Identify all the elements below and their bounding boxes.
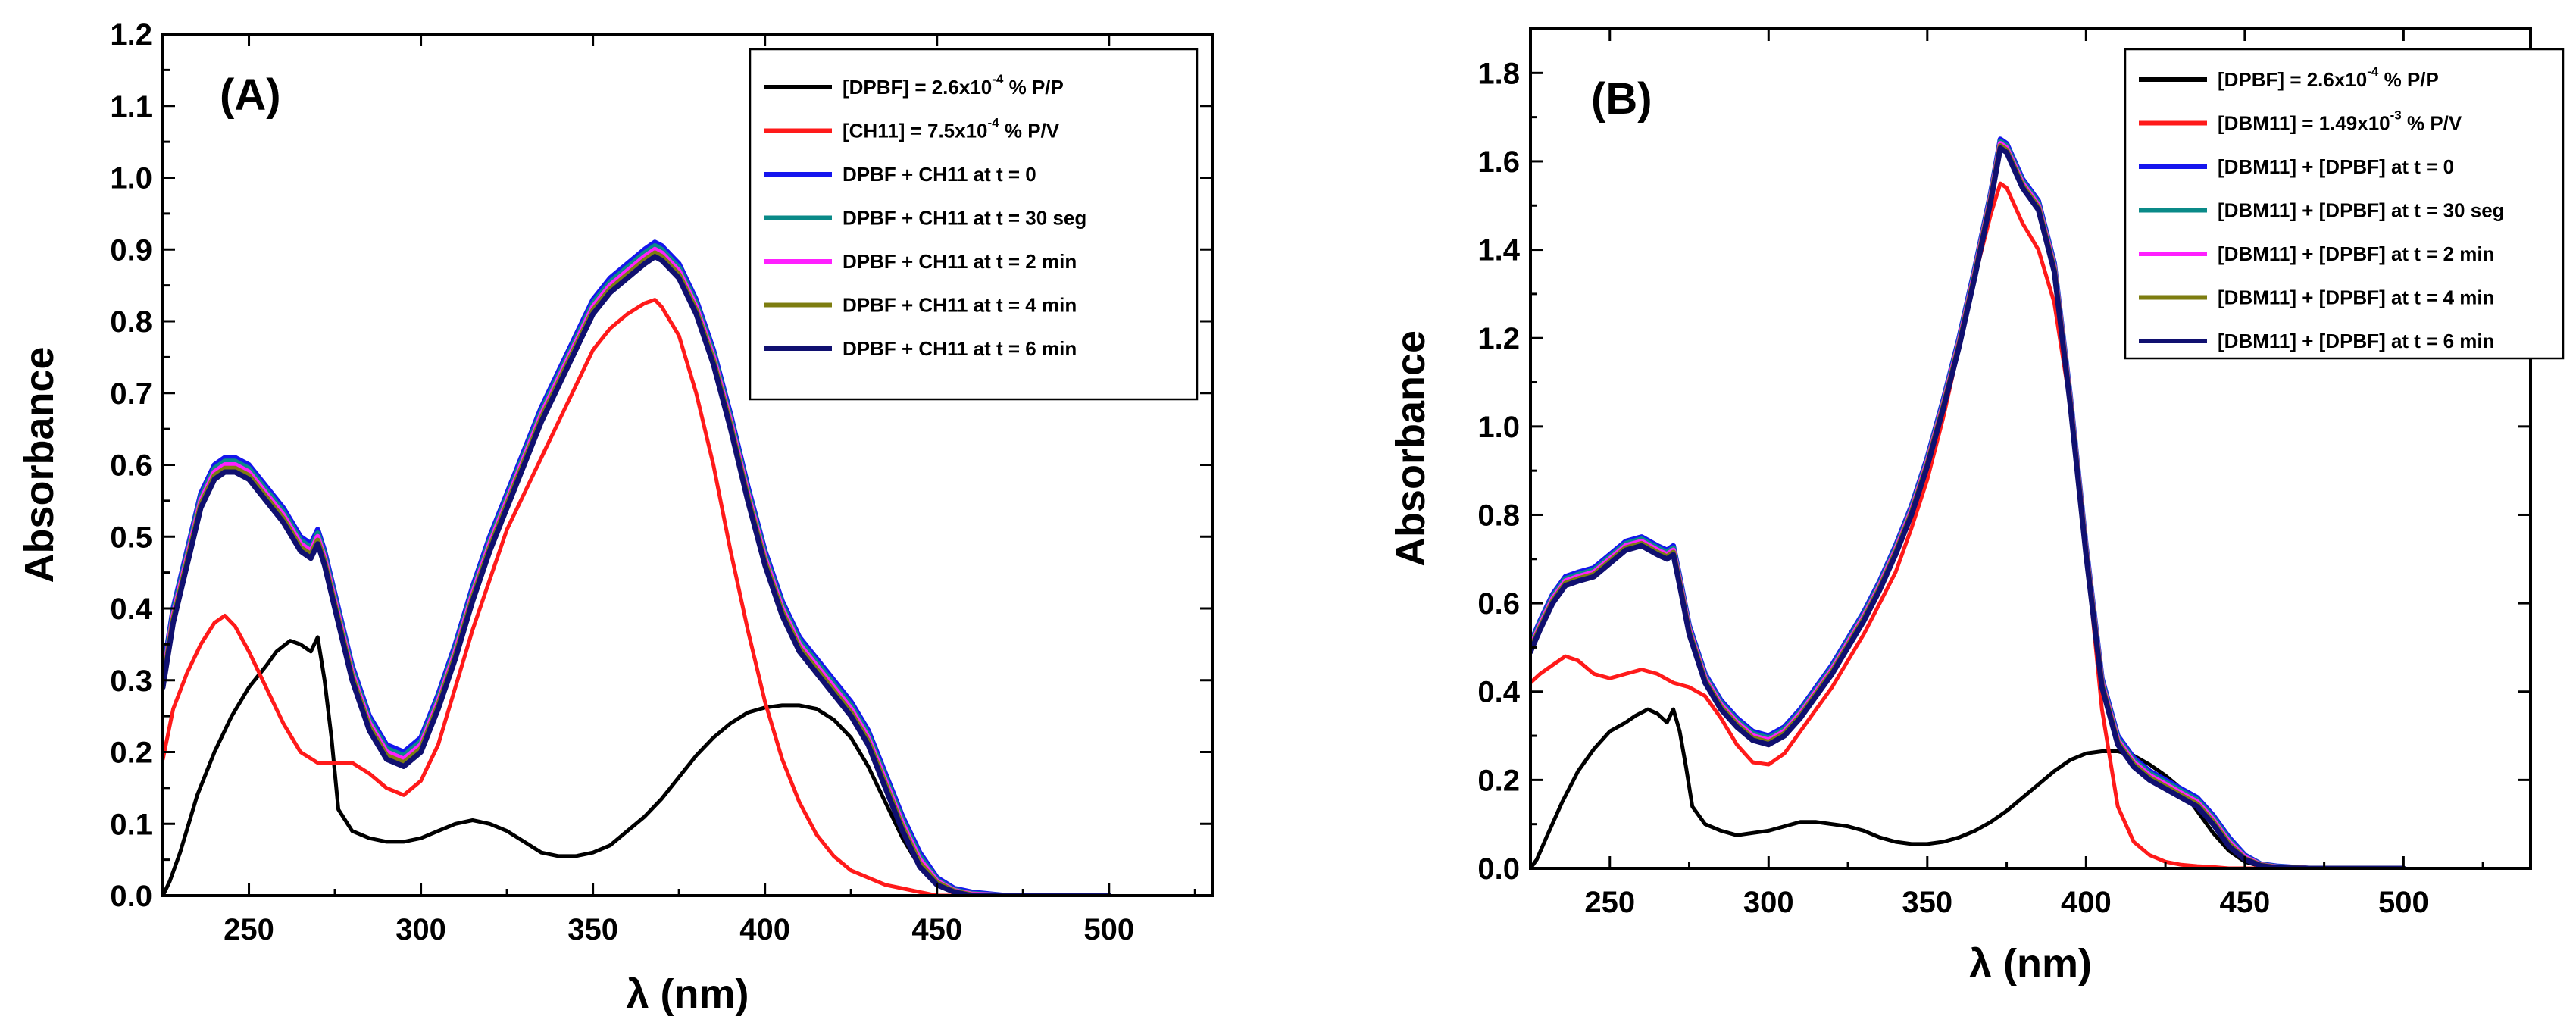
series-line-2 [163, 298, 1111, 896]
y-tick-label: 0.8 [1477, 499, 1520, 532]
legend-label: [DBM11] = 1.49x10-3 % P/V [2218, 108, 2462, 135]
x-tick-label: 500 [2378, 886, 2429, 919]
x-tick-label: 350 [1902, 886, 1952, 919]
y-tick-label: 1.8 [1477, 57, 1520, 90]
series-line-7 [163, 254, 1112, 896]
series-group [163, 239, 1112, 896]
y-tick-label: 0.0 [1477, 852, 1520, 886]
x-tick-label: 450 [2219, 886, 2270, 919]
y-tick-label: 0.1 [110, 808, 152, 841]
y-tick-label: 1.1 [110, 90, 152, 124]
y-tick-label: 0.6 [110, 449, 152, 483]
y-tick-label: 1.6 [1477, 145, 1520, 179]
x-tick-label: 400 [739, 913, 790, 946]
y-tick-label: 0.5 [110, 521, 152, 554]
legend-label: [DPBF] = 2.6x10-4 % P/P [2218, 64, 2439, 91]
legend-box [749, 48, 1199, 401]
y-tick-label: 0.3 [110, 665, 152, 698]
legend-label: [DBM11] + [DPBF] at t = 2 min [2218, 242, 2495, 265]
y-tick-label: 1.2 [1477, 322, 1520, 355]
legend-label: [DPBF] = 2.6x10-4 % P/P [843, 72, 1064, 99]
panel-label: (A) [220, 70, 281, 120]
legend-box [2124, 48, 2565, 360]
series-group [1530, 136, 2406, 868]
x-tick-label: 250 [224, 913, 274, 946]
y-tick-label: 0.0 [110, 880, 152, 913]
y-tick-label: 1.2 [110, 18, 152, 52]
x-tick-label: 450 [911, 913, 962, 946]
legend-label: DPBF + CH11 at t = 30 seg [843, 207, 1086, 230]
legend-label: [DBM11] + [DPBF] at t = 0 [2218, 155, 2454, 178]
legend-label: [CH11] = 7.5x10-4 % P/V [843, 116, 1060, 142]
plot-frame [1529, 27, 2532, 870]
panel-a-chart: 250 300 350 400 450 500 0.0 0.1 0.2 0.3 0.4 0.5 0.6 0… [17, 18, 1214, 1017]
panel-label: (B) [1591, 74, 1652, 124]
y-tick-label: 1.0 [1477, 411, 1520, 444]
y-axis-title: Absorbance [17, 346, 62, 583]
y-tick-label: 0.7 [110, 377, 152, 411]
series-line-7 [1530, 145, 2406, 868]
y-tick-label: 1.0 [110, 162, 152, 195]
x-tick-label: 250 [1584, 886, 1635, 919]
y-tick-label: 0.4 [110, 593, 152, 626]
legend-label: DPBF + CH11 at t = 2 min [843, 250, 1077, 273]
legend-label: DPBF + CH11 at t = 6 min [843, 337, 1077, 360]
x-tick-label: 300 [1743, 886, 1794, 919]
series-line-1 [1530, 707, 2406, 868]
y-tick-label: 0.2 [1477, 764, 1520, 797]
series-line-2 [1530, 181, 2406, 868]
x-axis-title: λ (nm) [627, 971, 749, 1017]
y-axis-title: Absorbance [1388, 330, 1433, 567]
x-tick-label: 300 [395, 913, 446, 946]
legend: [DPBF] = 2.6x10-4 % P/P [CH11] = 7.5x10-4… [749, 48, 1199, 401]
x-axis-title: λ (nm) [1969, 941, 2092, 987]
panel-b-chart: 250 300 350 400 450 500 0.0 0.2 0.4 0.6 0.8 1.0 1.2 1… [1388, 27, 2565, 987]
legend: [DPBF] = 2.6x10-4 % P/P [DBM11] = 1.49x10… [2124, 48, 2565, 360]
y-tick-label: 0.6 [1477, 587, 1520, 621]
x-tick-label: 500 [1083, 913, 1134, 946]
y-tick-label: 0.9 [110, 233, 152, 267]
y-tick-label: 0.2 [110, 736, 152, 770]
x-tick-label: 350 [567, 913, 618, 946]
x-tick-label: 400 [2061, 886, 2112, 919]
legend-label: [DBM11] + [DPBF] at t = 6 min [2218, 330, 2495, 352]
y-tick-label: 0.8 [110, 305, 152, 339]
legend-label: [DBM11] + [DPBF] at t = 4 min [2218, 286, 2495, 309]
legend-label: [DBM11] + [DPBF] at t = 30 seg [2218, 199, 2505, 222]
legend-label: DPBF + CH11 at t = 0 [843, 163, 1036, 186]
legend-label: DPBF + CH11 at t = 4 min [843, 294, 1077, 317]
series-line-1 [163, 635, 1111, 896]
y-tick-label: 0.4 [1477, 676, 1520, 709]
y-tick-label: 1.4 [1477, 234, 1520, 267]
